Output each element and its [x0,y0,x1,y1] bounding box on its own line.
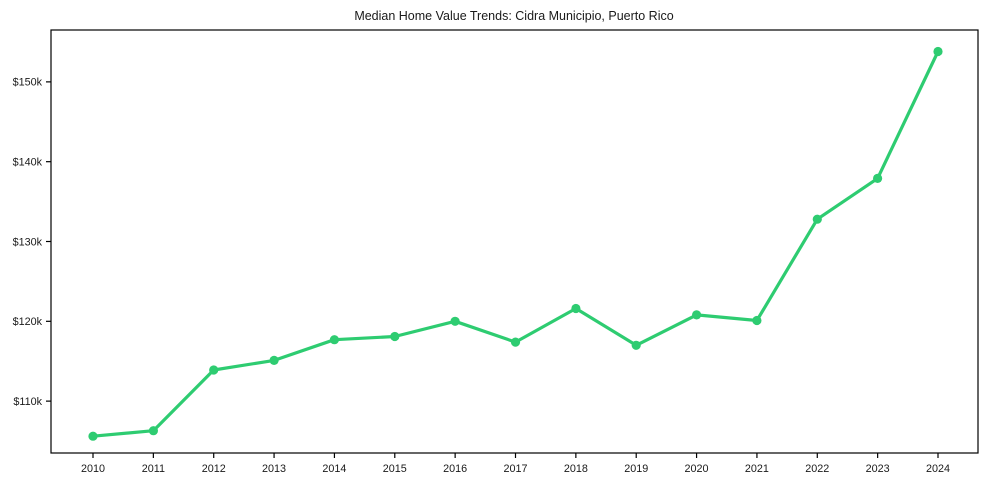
plot-frame [50,29,979,454]
data-point-2018 [571,303,581,314]
x-tick-label: 2015 [383,463,407,475]
data-point-2020 [692,310,702,320]
y-tick-label: $110k [13,396,42,408]
x-tick-label: 2012 [202,463,226,475]
data-point-2011 [148,426,158,436]
x-tick-label: 2011 [142,463,165,475]
x-tick-label: 2022 [805,463,829,475]
plot-area: $110k $120k $130k $140k $150k 2010 2011 2012 201… [13,29,979,475]
data-point-2017 [510,337,521,347]
x-tick-label: 2024 [926,463,950,475]
data-point-2012 [209,365,219,375]
x-tick-label: 2019 [624,463,648,475]
y-tick-label: $150k [13,77,43,89]
x-tick-label: 2017 [503,463,527,475]
chart-title: Median Home Value Trends: Cidra Municipi… [354,9,673,23]
y-tick-label: $130k [13,236,43,248]
data-point-2019 [631,340,641,350]
data-point-2014 [329,335,339,345]
data-point-2024 [933,46,943,57]
trend-line [91,49,940,438]
data-point-2015 [390,331,400,342]
data-point-2016 [450,316,460,326]
y-tick-label: $120k [13,316,43,328]
data-point-2010 [88,431,98,441]
x-tick-label: 2018 [564,463,588,475]
data-point-2021 [752,315,762,326]
x-tick-label: 2016 [443,463,467,475]
data-point-2023 [873,173,883,183]
data-point-2022 [812,214,822,224]
x-tick-label: 2010 [81,463,105,475]
x-tick-label: 2014 [322,463,346,475]
x-tick-label: 2013 [262,463,286,475]
x-tick-label: 2020 [685,463,709,475]
x-tick-label: 2023 [866,463,890,475]
y-tick-label: $140k [13,156,43,168]
data-point-2013 [269,355,279,365]
x-tick-label: 2021 [745,463,769,475]
